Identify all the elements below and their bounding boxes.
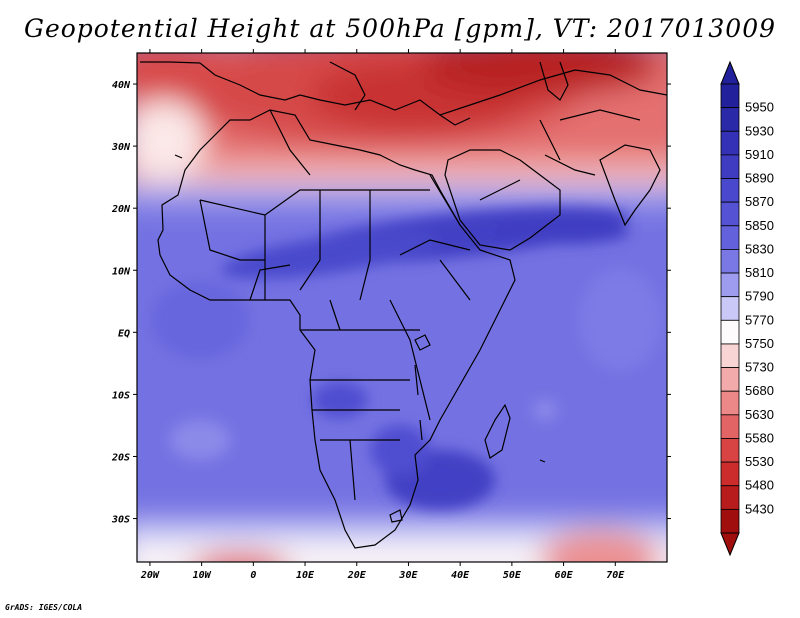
colorbar-label: 5870	[745, 194, 774, 209]
colorbar-segment	[720, 178, 740, 203]
colorbar-label: 5530	[745, 454, 774, 469]
colorbar-segment	[720, 319, 740, 345]
coastlines	[140, 61, 667, 549]
lon-tick-label: 10E	[296, 570, 315, 581]
colorbar-label: 5830	[745, 241, 774, 256]
colorbar-segment	[720, 508, 740, 534]
colorbar-segment	[720, 201, 740, 227]
lon-tick-label: 40E	[451, 570, 470, 581]
colorbar-label: 5950	[745, 100, 774, 115]
colorbar-label: 5680	[745, 383, 774, 398]
colorbar-segment	[720, 438, 740, 463]
lon-tick-label: 50E	[503, 570, 522, 581]
colorbar-segment	[720, 485, 740, 510]
colorbar-segment	[720, 83, 740, 109]
lat-tick-label: 40N	[112, 80, 131, 91]
colorbar-segment	[720, 367, 740, 392]
colorbar-segment	[720, 461, 740, 487]
lat-tick-label: 10N	[112, 266, 131, 277]
colorbar-label: 5730	[745, 360, 774, 375]
colorbar-segment	[720, 414, 740, 439]
colorbar-segment	[720, 225, 740, 250]
lon-tick-label: 10W	[193, 570, 212, 581]
colorbar-segment	[720, 249, 740, 274]
lat-tick-label: 10S	[112, 390, 130, 401]
colorbar-top-arrow	[720, 60, 740, 85]
lat-tick-label: 30S	[111, 515, 130, 526]
lat-tick-label: 20S	[111, 452, 130, 463]
map-title: Geopotential Height at 500hPa [gpm], VT:…	[23, 14, 777, 43]
colorbar-segment	[720, 343, 740, 368]
colorbar-segment	[720, 296, 740, 321]
map-frame	[136, 52, 668, 563]
credit-text: GrADS: IGES/COLA	[5, 603, 83, 612]
colorbar-label: 5770	[745, 312, 774, 327]
lat-tick-label: EQ	[118, 328, 130, 339]
colorbar-label: 5480	[745, 478, 774, 493]
colorbar-label: 5790	[745, 289, 774, 304]
lon-tick-label: 0	[250, 570, 256, 581]
colorbar-segment	[720, 272, 740, 298]
colorbar-label: 5750	[745, 336, 774, 351]
colorbar-segment	[720, 390, 740, 416]
colorbar-label: 5580	[745, 430, 774, 445]
lon-tick-label: 30E	[398, 570, 418, 581]
colorbar-label: 5630	[745, 407, 774, 422]
colorbar: 5950 5930 5910 5890 5870 5850 5830 5810 5790 5770…	[720, 60, 774, 557]
colorbar-label: 5910	[745, 147, 774, 162]
latitude-axis: 40N 30N 20N 10N EQ 10S 20S 30S	[111, 80, 671, 526]
colorbar-label: 5890	[745, 171, 774, 186]
lat-tick-label: 20N	[111, 204, 131, 215]
colorbar-segment	[720, 154, 740, 179]
colorbar-bottom-arrow	[720, 532, 740, 557]
lon-tick-label: 60E	[555, 570, 574, 581]
lon-tick-label: 70E	[606, 570, 625, 581]
colorbar-label: 5430	[745, 501, 774, 516]
lon-tick-label: 20E	[347, 570, 367, 581]
longitude-axis: 20W 10W 0 10E 20E 30E 40E 50E 60E 70E	[140, 49, 625, 581]
colorbar-label: 5810	[745, 265, 774, 280]
colorbar-segment	[720, 130, 740, 156]
colorbar-segment	[720, 107, 740, 132]
lon-tick-label: 20W	[140, 570, 160, 581]
lat-tick-label: 30N	[111, 142, 131, 153]
geopotential-field	[137, 53, 667, 562]
colorbar-label: 5930	[745, 123, 774, 138]
colorbar-label: 5850	[745, 218, 774, 233]
